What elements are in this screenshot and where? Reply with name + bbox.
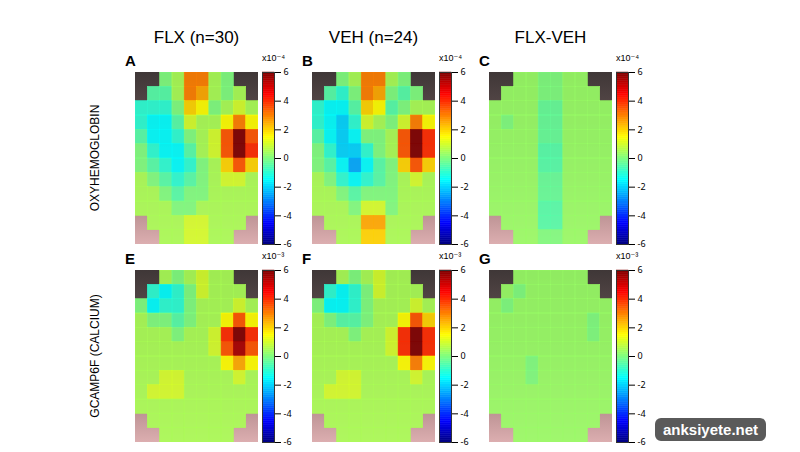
svg-text:-4: -4: [284, 407, 292, 420]
html-text:x10⁻⁴: x10⁻⁴: [616, 53, 640, 63]
svg-text:2: 2: [284, 123, 289, 136]
html-text:OXYHEMOGLOBIN: OXYHEMOGLOBIN: [88, 104, 102, 212]
svg-text:2: 2: [461, 321, 466, 334]
svg-text:-6: -6: [638, 237, 646, 250]
svg-text:-4: -4: [284, 209, 292, 222]
svg-text:0: 0: [638, 151, 643, 164]
svg-text:2: 2: [461, 123, 466, 136]
svg-text:0: 0: [284, 151, 289, 164]
svg-text:0: 0: [461, 349, 466, 362]
svg-text:-6: -6: [638, 435, 646, 448]
html-text:GCAMP6F (CALCIUM): GCAMP6F (CALCIUM): [88, 294, 102, 418]
html-text:x10⁻⁴: x10⁻⁴: [439, 53, 463, 63]
svg-text:6: 6: [638, 65, 643, 78]
svg-text:6: 6: [461, 65, 466, 78]
svg-text:-6: -6: [284, 435, 292, 448]
html-text:C: C: [479, 52, 490, 69]
svg-text:-6: -6: [461, 435, 469, 448]
svg-text:6: 6: [461, 263, 466, 276]
svg-text:-2: -2: [284, 378, 292, 391]
svg-text:0: 0: [461, 151, 466, 164]
svg-text:-6: -6: [461, 237, 469, 250]
svg-text:2: 2: [638, 321, 643, 334]
html-text:anksiyete.net: anksiyete.net: [663, 421, 758, 438]
svg-text:6: 6: [284, 263, 289, 276]
svg-text:-2: -2: [638, 180, 646, 193]
svg-text:-4: -4: [638, 407, 646, 420]
svg-text:0: 0: [284, 349, 289, 362]
svg-text:4: 4: [461, 94, 466, 107]
html-text:F: F: [302, 250, 312, 267]
svg-text:2: 2: [638, 123, 643, 136]
svg-text:-6: -6: [284, 237, 292, 250]
svg-text:4: 4: [284, 94, 289, 107]
svg-text:4: 4: [461, 292, 466, 305]
html-text:A: A: [125, 52, 136, 69]
svg-text:-4: -4: [638, 209, 646, 222]
html-text:E: E: [125, 250, 135, 267]
svg-text:4: 4: [638, 94, 643, 107]
html-text:FLX-VEH: FLX-VEH: [514, 28, 587, 47]
html-text:x10⁻³: x10⁻³: [262, 251, 285, 261]
html-text:x10⁻³: x10⁻³: [616, 251, 639, 261]
html-text:FLX (n=30): FLX (n=30): [153, 28, 240, 47]
svg-text:6: 6: [284, 65, 289, 78]
svg-text:0: 0: [638, 349, 643, 362]
html-text:VEH (n=24): VEH (n=24): [328, 28, 419, 47]
svg-text:-4: -4: [461, 407, 469, 420]
html-text:G: G: [479, 250, 491, 267]
svg-text:2: 2: [284, 321, 289, 334]
svg-text:4: 4: [284, 292, 289, 305]
svg-text:-2: -2: [461, 378, 469, 391]
svg-text:4: 4: [638, 292, 643, 305]
svg-text:-2: -2: [284, 180, 292, 193]
html-text:B: B: [302, 52, 313, 69]
html-text:x10⁻⁴: x10⁻⁴: [262, 53, 286, 63]
svg-text:6: 6: [638, 263, 643, 276]
svg-text:-2: -2: [638, 378, 646, 391]
html-text:x10⁻³: x10⁻³: [439, 251, 462, 261]
svg-text:-2: -2: [461, 180, 469, 193]
svg-text:-4: -4: [461, 209, 469, 222]
